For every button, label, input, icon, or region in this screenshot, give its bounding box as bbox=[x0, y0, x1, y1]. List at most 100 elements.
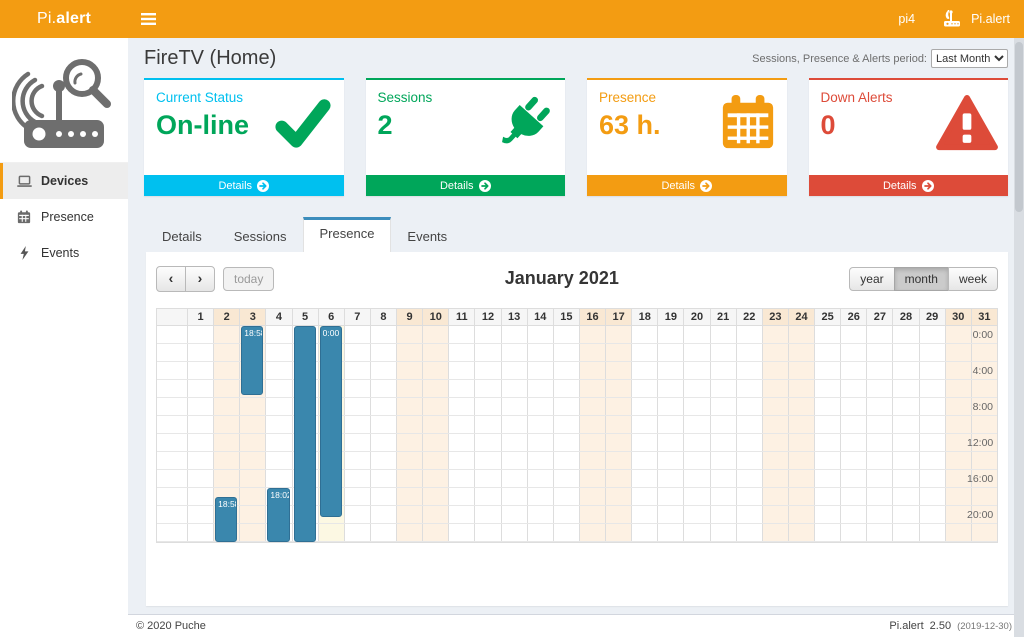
arrow-circle-right-icon bbox=[921, 179, 934, 192]
sidebar-toggle-button[interactable] bbox=[128, 0, 168, 38]
sidebar-item-label: Presence bbox=[41, 210, 94, 224]
day-column-16 bbox=[578, 325, 606, 542]
calendar-view-week-button[interactable]: week bbox=[947, 266, 998, 292]
day-header-30: 30 bbox=[944, 308, 971, 326]
presence-session-bar[interactable]: 18:02 bbox=[267, 488, 290, 542]
period-label: Sessions, Presence & Alerts period: bbox=[752, 52, 927, 65]
day-header-20: 20 bbox=[683, 308, 710, 326]
day-column-3: 18:58 bbox=[239, 325, 266, 542]
tab-sessions[interactable]: Sessions bbox=[233, 229, 287, 244]
day-column-24 bbox=[787, 325, 815, 542]
day-header-28: 28 bbox=[892, 308, 919, 326]
card-details-button[interactable]: Details bbox=[587, 175, 787, 196]
tab-events[interactable]: Events bbox=[407, 229, 448, 244]
day-column-1 bbox=[187, 325, 213, 542]
footer-version-date: (2019-12-30) bbox=[957, 621, 1012, 632]
warning-icon bbox=[936, 94, 998, 157]
sidebar-item-presence[interactable]: Presence bbox=[0, 199, 128, 235]
day-column-2: 18:58 bbox=[213, 325, 240, 542]
time-gutter bbox=[157, 326, 187, 542]
calendar-corner-cell bbox=[157, 308, 187, 326]
card-value: 63 h. bbox=[599, 110, 661, 140]
card-details-button[interactable]: Details bbox=[144, 175, 344, 196]
day-header-6: 6 bbox=[317, 308, 344, 326]
calendar-prev-button[interactable]: ‹ bbox=[156, 266, 186, 292]
details-label: Details bbox=[882, 179, 917, 192]
day-header-23: 23 bbox=[761, 308, 788, 326]
day-header-29: 29 bbox=[918, 308, 945, 326]
brand-bold: alert bbox=[56, 10, 92, 27]
scrollbar-thumb[interactable] bbox=[1015, 42, 1023, 212]
page-title: FireTV (Home) bbox=[144, 47, 277, 69]
card-details-button[interactable]: Details bbox=[808, 175, 1008, 196]
time-label: 4:00 bbox=[972, 364, 993, 377]
presence-session-bar[interactable]: 0:00 - bbox=[319, 325, 342, 517]
tab-presence[interactable]: Presence bbox=[302, 217, 392, 252]
calendar-today-button[interactable]: today bbox=[223, 266, 275, 292]
tab-details[interactable]: Details bbox=[162, 229, 202, 244]
main-content: FireTV (Home) Sessions, Presence & Alert… bbox=[128, 38, 1024, 637]
presence-calendar: 1 2 3 4 5 6 7 8 9 10 11 12 13 14 15 16 17 18 19 20 21 22 23 24 2… bbox=[156, 307, 998, 543]
day-column-26 bbox=[840, 325, 866, 542]
presence-session-bar[interactable]: 18:58 bbox=[215, 496, 238, 542]
footer-version: 2.50 bbox=[929, 620, 952, 632]
sidebar-item-events[interactable]: Events bbox=[0, 235, 128, 271]
time-label: 8:00 bbox=[972, 400, 993, 413]
day-header-26: 26 bbox=[840, 308, 867, 326]
top-navbar: Pi. alert pi4 Pi.alert bbox=[0, 0, 1024, 38]
arrow-circle-right-icon bbox=[700, 179, 713, 192]
app-logo[interactable]: Pi. alert bbox=[0, 0, 128, 38]
time-label: 16:00 bbox=[967, 472, 994, 485]
calendar-next-button[interactable]: › bbox=[185, 266, 215, 292]
period-select[interactable]: Last Month bbox=[931, 49, 1008, 68]
card-title: Current Status bbox=[156, 90, 244, 105]
card-value: 2 bbox=[377, 110, 393, 140]
day-header-4: 4 bbox=[265, 308, 292, 326]
hamburger-icon bbox=[140, 13, 156, 25]
card-down-alerts: Down Alerts 0 Details bbox=[808, 78, 1008, 196]
bolt-icon bbox=[16, 246, 32, 260]
day-header-2: 2 bbox=[213, 308, 240, 326]
day-header-16: 16 bbox=[578, 308, 606, 326]
day-column-25 bbox=[814, 325, 840, 542]
plug-icon bbox=[493, 94, 555, 159]
presence-session-bar[interactable]: 18:58 bbox=[241, 325, 264, 396]
day-column-9 bbox=[396, 325, 423, 542]
calendar-title: January 2021 bbox=[504, 268, 619, 289]
day-column-17 bbox=[605, 325, 632, 542]
router-icon bbox=[944, 10, 961, 27]
day-header-31: 31 bbox=[970, 308, 997, 326]
user-menu[interactable]: Pi.alert bbox=[941, 10, 1010, 28]
day-header-22: 22 bbox=[735, 308, 762, 326]
page-footer: © 2020 Puche Pi.alert 2.50 (2019-12-30) bbox=[128, 614, 1024, 637]
day-column-29 bbox=[918, 325, 945, 542]
card-details-button[interactable]: Details bbox=[365, 175, 565, 196]
card-sessions: Sessions 2 Details bbox=[365, 78, 565, 196]
presence-session-bar[interactable] bbox=[293, 325, 316, 542]
day-header-9: 9 bbox=[396, 308, 423, 326]
page-scrollbar[interactable] bbox=[1014, 38, 1024, 637]
day-header-7: 7 bbox=[343, 308, 370, 326]
card-title: Presence bbox=[599, 90, 657, 105]
session-start-label: 18:58 bbox=[244, 327, 262, 338]
arrow-circle-right-icon bbox=[478, 179, 491, 192]
calendar-view-year-button[interactable]: year bbox=[849, 266, 895, 292]
arrow-circle-right-icon bbox=[257, 179, 270, 192]
sidebar-item-label: Devices bbox=[41, 174, 89, 188]
time-label: 20:00 bbox=[967, 508, 994, 521]
details-label: Details bbox=[439, 179, 474, 192]
session-start-label: 18:02 bbox=[270, 490, 288, 501]
day-column-27 bbox=[866, 325, 892, 542]
footer-app-name: Pi.alert bbox=[889, 620, 924, 632]
sidebar-item-label: Events bbox=[41, 246, 80, 260]
card-value: 0 bbox=[820, 110, 836, 140]
sidebar-item-devices[interactable]: Devices bbox=[0, 163, 128, 199]
card-presence: Presence 63 h. Details bbox=[587, 78, 787, 196]
day-column-6: 0:00 - bbox=[317, 325, 344, 542]
day-column-22 bbox=[735, 325, 762, 542]
calendar-icon bbox=[16, 210, 32, 224]
calendar-view-month-button[interactable]: month bbox=[893, 266, 949, 292]
day-column-13 bbox=[500, 325, 527, 542]
check-icon bbox=[272, 94, 334, 157]
